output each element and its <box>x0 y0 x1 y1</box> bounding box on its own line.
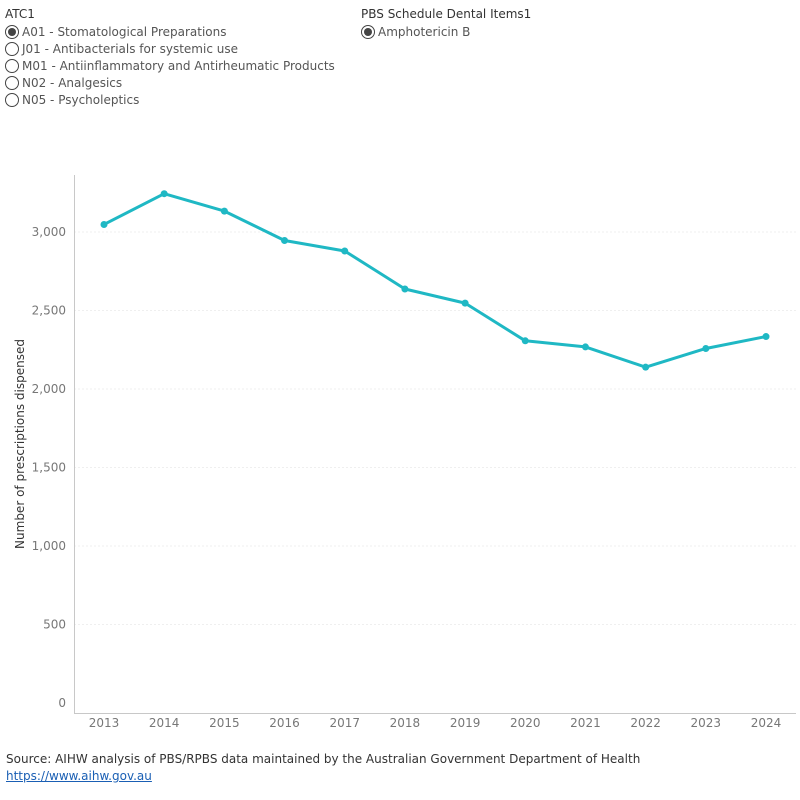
radio-button-icon[interactable] <box>5 41 19 56</box>
y-tick-label: 3,000 <box>32 225 66 239</box>
data-point <box>100 220 108 228</box>
data-point <box>521 337 529 345</box>
data-point <box>281 236 289 244</box>
y-axis-title: Number of prescriptions dispensed <box>13 339 27 549</box>
x-tick-label: 2024 <box>751 716 782 730</box>
source-link[interactable]: https://www.aihw.gov.au <box>6 769 152 783</box>
pbs-option-amphotericin-b[interactable]: Amphotericin B <box>361 23 531 40</box>
source-note: Source: AIHW analysis of PBS/RPBS data m… <box>6 752 641 766</box>
x-tick-label: 2015 <box>209 716 240 730</box>
y-tick-label: 1,500 <box>32 461 66 475</box>
pbs-filter: PBS Schedule Dental Items1 Amphotericin … <box>361 6 531 40</box>
x-tick-label: 2016 <box>269 716 300 730</box>
radio-button-icon[interactable] <box>5 92 19 107</box>
data-point <box>702 344 710 352</box>
radio-button-icon[interactable] <box>5 58 19 73</box>
x-tick-label: 2020 <box>510 716 541 730</box>
atc-option-n05[interactable]: N05 - Psycholeptics <box>5 91 335 108</box>
line-chart: 0 500 1,000 1,500 2,000 2,500 3,000 2013 2014 201… <box>13 175 796 730</box>
data-point <box>642 363 650 371</box>
x-tick-label: 2014 <box>149 716 180 730</box>
y-tick-label: 2,500 <box>32 304 66 318</box>
atc-option-j01[interactable]: J01 - Antibacterials for systemic use <box>5 40 335 57</box>
y-tick-label: 2,000 <box>32 382 66 396</box>
atc-option-label: N05 - Psycholeptics <box>22 92 140 107</box>
y-tick-label: 0 <box>58 696 66 710</box>
data-point <box>581 343 589 351</box>
atc-option-a01[interactable]: A01 - Stomatological Preparations <box>5 23 335 40</box>
radio-button-icon[interactable] <box>361 24 375 39</box>
x-tick-label: 2013 <box>89 716 120 730</box>
radio-button-icon[interactable] <box>5 75 19 90</box>
x-tick-label: 2021 <box>570 716 601 730</box>
data-point <box>220 207 228 215</box>
y-tick-label: 500 <box>43 618 66 632</box>
atc-option-label: J01 - Antibacterials for systemic use <box>22 41 238 56</box>
data-point <box>160 190 168 198</box>
x-tick-label: 2023 <box>691 716 722 730</box>
y-tick-label: 1,000 <box>32 539 66 553</box>
atc-filter: ATC1 A01 - Stomatological Preparations J… <box>5 6 335 108</box>
x-tick-label: 2018 <box>390 716 421 730</box>
atc-filter-title: ATC1 <box>5 7 35 21</box>
x-tick-label: 2022 <box>630 716 661 730</box>
pbs-option-label: Amphotericin B <box>378 24 471 39</box>
data-point <box>762 333 770 341</box>
data-point <box>401 285 409 293</box>
x-tick-label: 2019 <box>450 716 481 730</box>
atc-option-n02[interactable]: N02 - Analgesics <box>5 74 335 91</box>
data-point <box>341 247 349 255</box>
atc-option-label: M01 - Antiinflammatory and Antirheumatic… <box>22 58 335 73</box>
series-line <box>102 192 768 369</box>
x-tick-label: 2017 <box>329 716 360 730</box>
atc-option-m01[interactable]: M01 - Antiinflammatory and Antirheumatic… <box>5 57 335 74</box>
atc-option-label: A01 - Stomatological Preparations <box>22 24 227 39</box>
atc-option-label: N02 - Analgesics <box>22 75 123 90</box>
radio-button-icon[interactable] <box>5 24 19 39</box>
data-point <box>461 299 469 307</box>
pbs-filter-title: PBS Schedule Dental Items1 <box>361 7 532 21</box>
